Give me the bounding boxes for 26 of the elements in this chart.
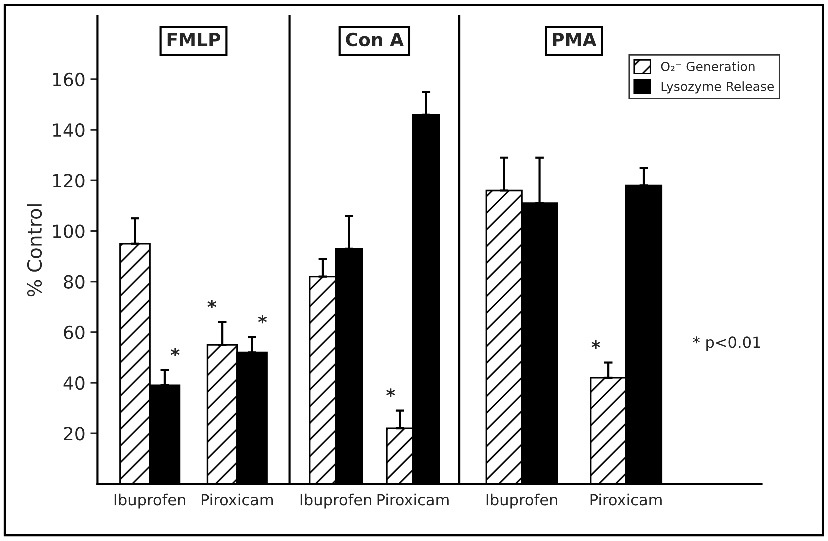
text: FMLP bbox=[168, 33, 221, 46]
text: Con A bbox=[346, 32, 404, 47]
text: PMA bbox=[553, 33, 597, 46]
data-label: * bbox=[171, 348, 180, 357]
x-tick-label: Ibuprofen bbox=[486, 494, 558, 509]
y-tick-label: 20 bbox=[64, 427, 85, 441]
y-tick-label: 160 bbox=[53, 72, 85, 87]
y-tick-label: 40 bbox=[64, 376, 85, 390]
data-label: * bbox=[258, 315, 268, 324]
x-tick-label: Piroxicam bbox=[202, 494, 274, 506]
legend-label: Lysozyme Release bbox=[662, 82, 774, 94]
data-label: * bbox=[386, 388, 396, 398]
y-tick-label: 140 bbox=[53, 124, 85, 138]
legend-label: O₂⁻ Generation bbox=[661, 62, 755, 72]
y-tick-label: 60 bbox=[64, 326, 85, 340]
x-tick-label: Ibuprofen bbox=[114, 494, 186, 509]
y-tick-label: 120 bbox=[53, 174, 85, 188]
y-axis-title: % Control bbox=[27, 204, 42, 297]
annotation: * p<0.01 bbox=[693, 336, 760, 352]
x-tick-label: Piroxicam bbox=[590, 494, 662, 506]
y-tick-label: 100 bbox=[53, 224, 85, 238]
x-tick-label: Piroxicam bbox=[378, 494, 449, 506]
data-label: * bbox=[208, 300, 216, 308]
x-tick-label: Ibuprofen bbox=[300, 494, 372, 509]
y-tick-label: 80 bbox=[64, 275, 85, 289]
data-label: * bbox=[592, 340, 600, 349]
